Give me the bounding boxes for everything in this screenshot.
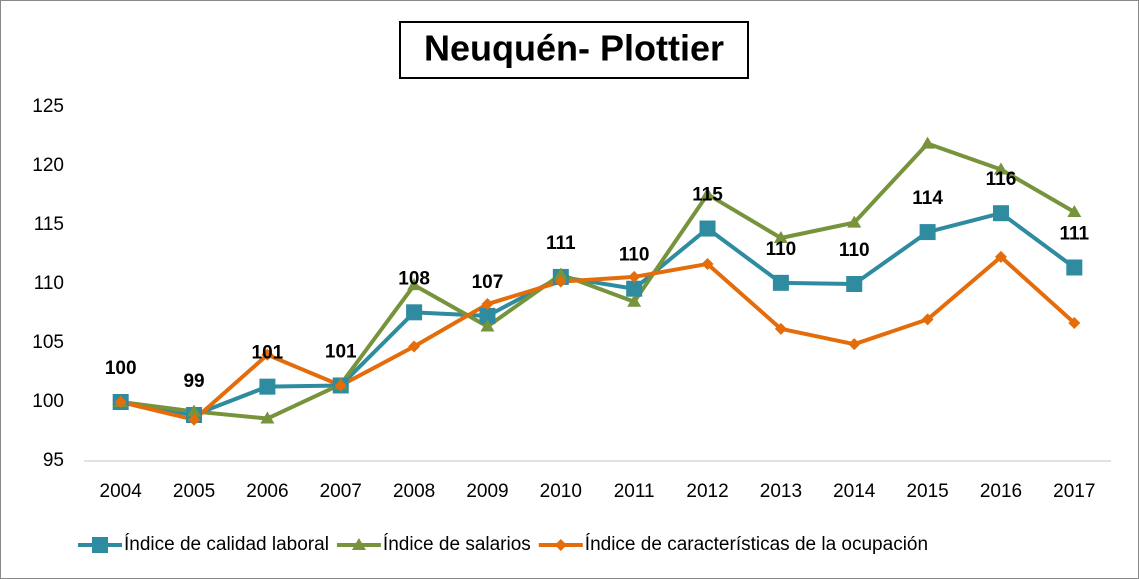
data-label: 111: [1060, 223, 1090, 244]
x-tick-label: 2017: [1053, 481, 1095, 502]
data-label: 115: [692, 185, 723, 206]
y-tick-label: 100: [32, 391, 64, 412]
y-tick-label: 125: [32, 96, 64, 117]
point: [261, 348, 274, 361]
point: [627, 294, 642, 307]
point: [1067, 205, 1082, 218]
x-tick-label: 2004: [100, 481, 143, 502]
data-label: 116: [986, 169, 1017, 190]
point: [699, 220, 716, 237]
legend-marker: [351, 538, 366, 550]
x-tick-label: 2011: [614, 481, 655, 502]
point: [1068, 316, 1081, 329]
point: [481, 298, 494, 311]
point: [992, 205, 1009, 222]
data-label: 108: [398, 268, 430, 289]
data-label: 99: [183, 371, 204, 392]
y-tick-label: 95: [43, 450, 64, 471]
x-tick-label: 2015: [906, 481, 948, 502]
point: [846, 276, 863, 292]
x-tick-label: 2006: [246, 481, 288, 502]
point: [701, 257, 714, 270]
title-box: [399, 21, 749, 79]
point: [187, 404, 202, 417]
point: [1066, 259, 1083, 276]
point: [260, 411, 275, 424]
legend-label: Índice de calidad laboral: [124, 534, 329, 555]
point: [334, 379, 347, 392]
x-tick-label: 2013: [760, 481, 802, 502]
y-tick-label: 105: [32, 332, 64, 353]
series-line: [120, 141, 1076, 421]
point: [553, 267, 568, 280]
legend-marker: [92, 537, 108, 553]
data-label: 110: [839, 240, 870, 261]
point: [114, 396, 127, 408]
data-label: 114: [912, 188, 943, 209]
point: [993, 162, 1008, 175]
point: [628, 270, 641, 283]
data-label: 101: [325, 341, 357, 362]
point: [920, 136, 935, 149]
point: [480, 319, 495, 332]
point: [700, 187, 715, 200]
data-label: 110: [619, 245, 650, 266]
y-tick-label: 115: [34, 214, 64, 235]
point: [773, 230, 788, 243]
x-tick-label: 2009: [466, 481, 508, 502]
point: [847, 215, 862, 228]
point: [554, 275, 567, 288]
chart-title: Neuquén- Plottier: [424, 28, 724, 69]
x-tick-label: 2005: [173, 481, 215, 502]
series-line: [120, 254, 1076, 422]
legend-label: Índice de salarios: [383, 534, 531, 555]
point: [408, 340, 421, 353]
point: [774, 322, 787, 335]
point: [406, 304, 423, 321]
legend-marker: [554, 539, 567, 551]
data-label: 101: [252, 343, 284, 364]
y-tick-label: 110: [34, 273, 64, 294]
x-tick-label: 2008: [393, 481, 435, 502]
data-label: 107: [472, 272, 504, 293]
point: [919, 224, 936, 241]
legend-label: Índice de características de la ocupació…: [585, 534, 928, 555]
x-tick-label: 2016: [980, 481, 1022, 502]
x-tick-label: 2012: [686, 481, 728, 502]
point: [921, 313, 934, 326]
y-tick-label: 120: [32, 155, 64, 176]
data-label: 111: [546, 233, 576, 254]
data-label: 100: [105, 358, 137, 379]
point: [626, 280, 643, 297]
x-tick-label: 2014: [833, 481, 876, 502]
point: [772, 274, 789, 291]
point: [407, 278, 422, 291]
point: [848, 338, 861, 351]
data-label: 110: [766, 239, 797, 260]
point: [994, 250, 1007, 263]
x-tick-label: 2010: [540, 481, 582, 502]
point: [479, 307, 496, 324]
series-line: [120, 211, 1076, 417]
point: [188, 413, 201, 426]
point: [259, 378, 276, 395]
x-tick-label: 2007: [320, 481, 362, 502]
